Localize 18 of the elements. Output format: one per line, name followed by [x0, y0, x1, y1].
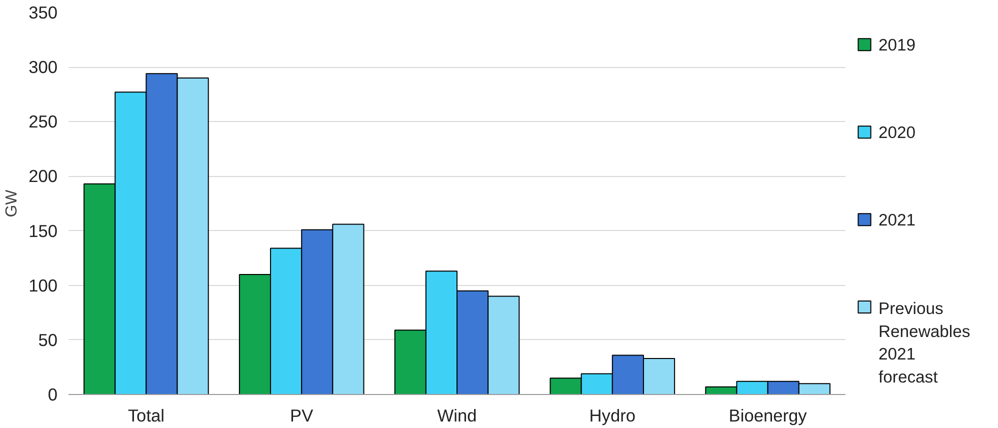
y-tick-label: 350 [28, 2, 58, 22]
x-tick-label: Bioenergy [728, 406, 808, 426]
legend-label: 2019 [878, 36, 916, 55]
legend-label: 2020 [878, 123, 916, 142]
x-tick-label: Total [128, 406, 165, 426]
y-tick-label: 250 [28, 112, 58, 132]
y-tick-label: 150 [28, 220, 58, 241]
legend-label: 2021 [878, 210, 916, 230]
x-tick-label: Wind [437, 406, 477, 426]
y-tick-label: 50 [38, 330, 58, 350]
legend-label: Previous Renewables 2021 forecast [878, 299, 970, 386]
y-tick-label: 100 [28, 275, 58, 296]
x-tick-label: PV [290, 406, 314, 426]
y-tick-label: 0 [48, 384, 58, 404]
y-tick-label: 200 [28, 166, 58, 186]
x-tick-label: Hydro [589, 406, 636, 426]
y-tick-label: 300 [28, 57, 58, 78]
y-axis-title: GW [4, 188, 21, 218]
